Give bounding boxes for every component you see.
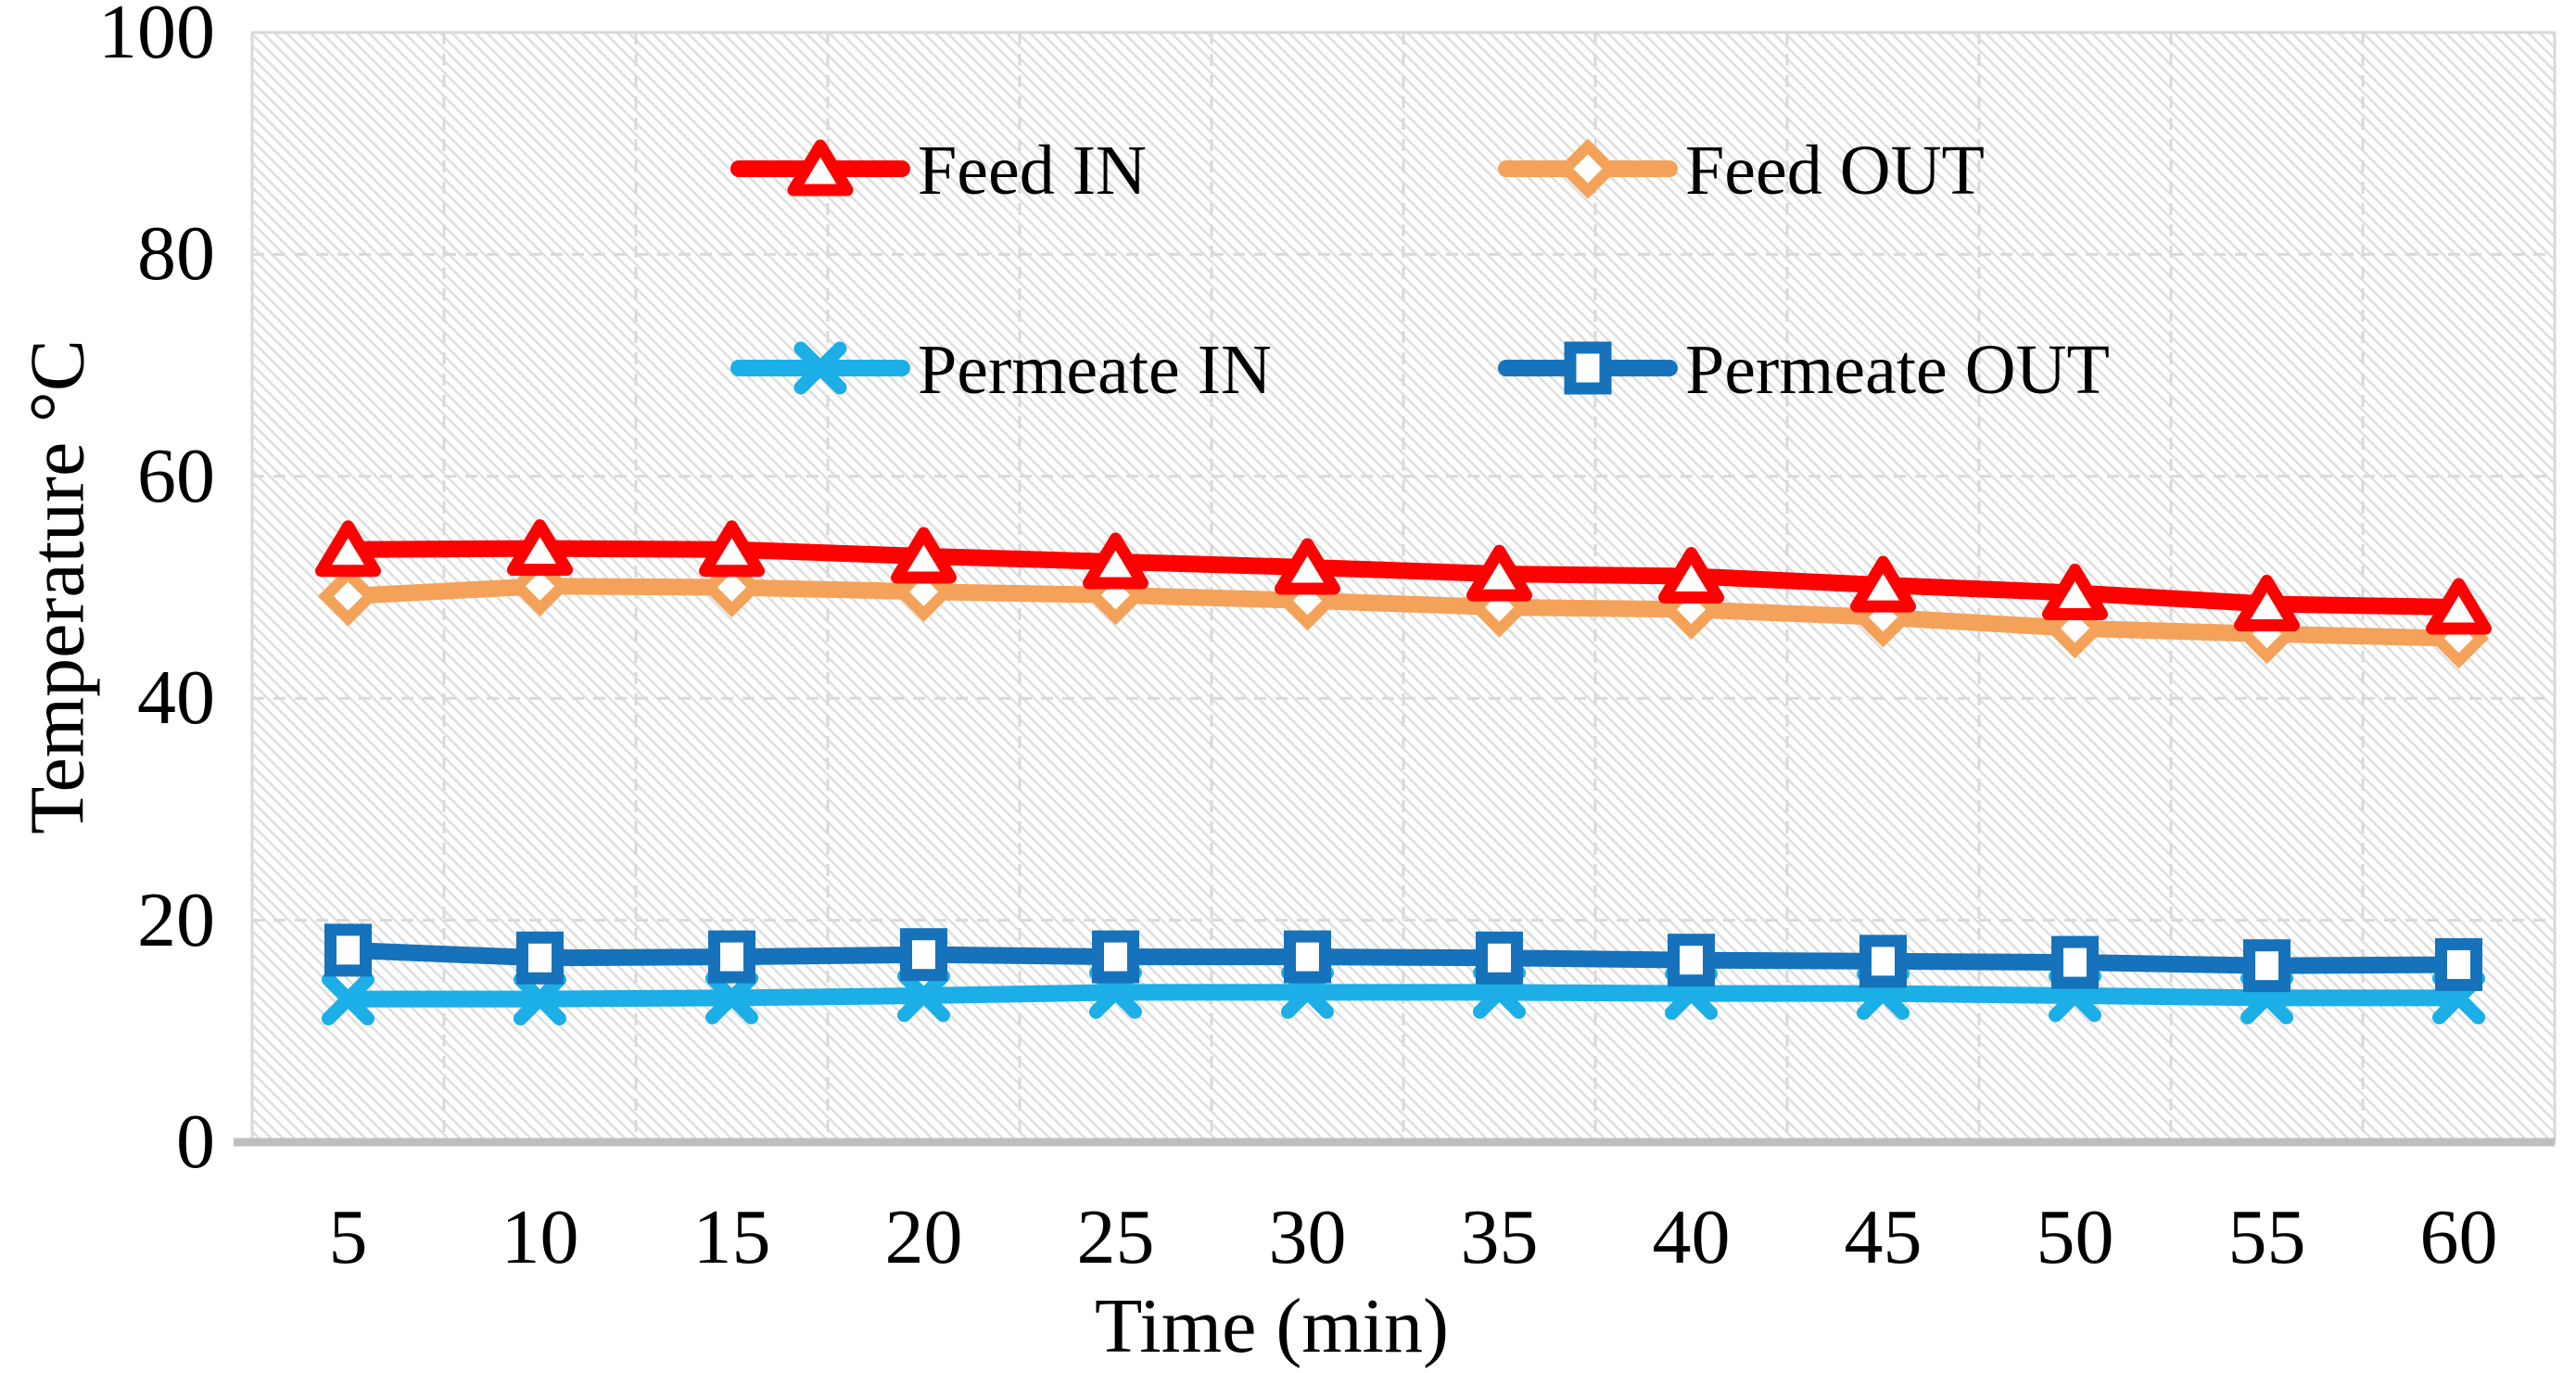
legend-marker-permeate-in-icon — [793, 341, 847, 395]
legend-label-feed-out: Feed OUT — [1685, 132, 1985, 210]
x-tick-label: 55 — [2227, 1194, 2306, 1280]
x-axis-title: Time (min) — [1095, 1283, 1449, 1369]
x-tick-label: 10 — [501, 1194, 579, 1280]
x-tick-label: 20 — [884, 1194, 963, 1280]
series-markers-feed-in — [315, 519, 2492, 635]
x-tick-label: 35 — [1460, 1194, 1539, 1280]
legend-label-permeate-in: Permeate IN — [918, 331, 1272, 409]
legend — [730, 138, 1678, 395]
y-tick-label: 40 — [137, 655, 215, 742]
legend-label-feed-in: Feed IN — [918, 132, 1147, 210]
series-line-permeate-out — [339, 941, 2468, 974]
x-tick-label: 50 — [2036, 1194, 2114, 1280]
series-line-feed-in — [339, 540, 2468, 617]
legend-marker-permeate-out-icon — [1564, 341, 1612, 395]
x-tick-label: 15 — [692, 1194, 771, 1280]
legend-marker-feed-in-icon — [787, 139, 854, 197]
x-tick-label: 45 — [1844, 1194, 1922, 1280]
x-tick-label: 40 — [1652, 1194, 1731, 1280]
y-tick-label: 100 — [98, 0, 215, 75]
y-tick-label: 80 — [137, 210, 215, 298]
series-line-feed-out — [339, 578, 2468, 647]
legend-marker-feed-out-icon — [1557, 138, 1618, 199]
y-tick-label: 20 — [137, 876, 215, 963]
x-tick-label: 60 — [2419, 1194, 2498, 1280]
y-tick-label: 60 — [137, 432, 215, 519]
series-markers-permeate-out — [324, 923, 2482, 993]
legend-label-permeate-out: Permeate OUT — [1685, 331, 2110, 409]
x-tick-label: 25 — [1076, 1194, 1155, 1280]
series-line-permeate-in — [339, 984, 2468, 1008]
y-tick-label: 0 — [176, 1099, 215, 1185]
x-tick-label: 30 — [1268, 1194, 1347, 1280]
x-tick-label: 5 — [328, 1194, 368, 1280]
y-axis-title: Temperature °C — [14, 339, 101, 834]
